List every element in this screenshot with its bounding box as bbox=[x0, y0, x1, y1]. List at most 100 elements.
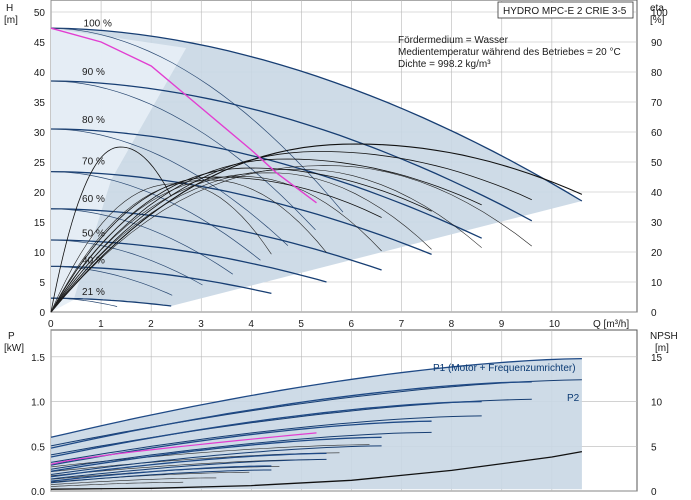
eta-tick-label: 100 bbox=[651, 8, 668, 19]
eta-curve bbox=[50, 151, 532, 313]
h-tick-label: 5 bbox=[39, 278, 45, 289]
q-tick-label: 9 bbox=[499, 319, 505, 330]
eta-tick-label: 60 bbox=[651, 128, 663, 139]
q-tick-label: 1 bbox=[98, 319, 104, 330]
eta-curve bbox=[50, 146, 172, 313]
p-tick-label: 1.0 bbox=[31, 398, 45, 409]
hq-single-curve-40 bbox=[50, 266, 173, 296]
hq-single-curve-50 bbox=[50, 239, 203, 286]
q-tick-label: 5 bbox=[298, 319, 304, 330]
h-axis-label: H bbox=[6, 3, 13, 14]
hq-single-curve-60 bbox=[50, 208, 233, 275]
eta-axis-unit: [%] bbox=[650, 15, 665, 26]
p1-curve bbox=[50, 452, 327, 478]
q-tick-label: 2 bbox=[148, 319, 154, 330]
p-tick-label: 1.5 bbox=[31, 353, 45, 364]
npsh-tick-label: 15 bbox=[651, 353, 663, 364]
q-tick-label: 3 bbox=[198, 319, 204, 330]
h-tick-label: 45 bbox=[34, 38, 46, 49]
q-tick-label: 0 bbox=[48, 319, 54, 330]
p2-curve bbox=[50, 431, 432, 470]
p2-curve bbox=[50, 445, 382, 475]
h-tick-label: 0 bbox=[39, 308, 45, 319]
eta-tick-label: 30 bbox=[651, 218, 663, 229]
power-axis-ticks: 0.0 0.5 1.0 1.5 0 5 10 15 bbox=[31, 353, 662, 498]
npsh-tick-label: 10 bbox=[651, 398, 663, 409]
npsh-tick-label: 5 bbox=[651, 442, 657, 453]
q-tick-label: 10 bbox=[549, 319, 561, 330]
system-curve bbox=[50, 27, 317, 204]
q-tick-label: 7 bbox=[399, 319, 405, 330]
h-tick-label: 30 bbox=[34, 128, 46, 139]
h-tick-label: 10 bbox=[34, 248, 46, 259]
eta-tick-label: 0 bbox=[651, 308, 657, 319]
npsh-tick-label: 0 bbox=[651, 487, 657, 498]
eta-curve-single bbox=[50, 168, 482, 313]
hq-single-curve-100 bbox=[50, 27, 344, 213]
power-operating-envelope bbox=[51, 358, 582, 490]
p1-curve bbox=[50, 465, 272, 482]
p1-series-label: P1 (Motor + Frequenzumrichter) bbox=[433, 363, 576, 374]
p1-curve bbox=[50, 381, 532, 449]
eta-curve-single bbox=[50, 179, 327, 313]
p-single-curve bbox=[50, 477, 217, 485]
eta-tick-label: 20 bbox=[651, 248, 663, 259]
speed-label: 70 % bbox=[82, 156, 105, 167]
h-tick-label: 20 bbox=[34, 188, 46, 199]
note-medium: Fördermedium = Wasser bbox=[398, 35, 509, 46]
eta-tick-label: 80 bbox=[651, 68, 663, 79]
p2-curve bbox=[50, 415, 482, 463]
hq-curve-90 bbox=[50, 80, 533, 222]
h-tick-label: 15 bbox=[34, 218, 46, 229]
hq-chart: 0 1 2 3 4 5 6 7 8 9 100510152025303540455001020304… bbox=[4, 0, 668, 330]
hq-curve-100 bbox=[50, 27, 583, 202]
q-tick-label: 6 bbox=[349, 319, 355, 330]
speed-labels: 100 % 90 % 80 % 70 % 60 % 50 % 40 % 21 % bbox=[82, 18, 112, 298]
npsh-axis-unit: [m] bbox=[655, 343, 669, 354]
p-single-curve bbox=[50, 481, 184, 487]
speed-label: 50 % bbox=[82, 228, 105, 239]
p-tick-label: 0.0 bbox=[31, 487, 45, 498]
eta-curve-single bbox=[50, 176, 382, 313]
chart-title-box bbox=[497, 1, 634, 19]
eta-curve bbox=[50, 176, 382, 313]
eta-curve bbox=[50, 158, 482, 313]
speed-label: 90 % bbox=[82, 67, 105, 78]
eta-curve-single bbox=[50, 172, 432, 313]
speed-label: 21 % bbox=[82, 287, 105, 298]
system-power-curve bbox=[50, 432, 317, 465]
note-temperature: Medientemperatur während des Betriebes =… bbox=[398, 47, 621, 58]
eta-tick-label: 40 bbox=[651, 188, 663, 199]
p1-curve bbox=[50, 357, 582, 438]
h-tick-label: 35 bbox=[34, 98, 46, 109]
power-curves bbox=[50, 357, 582, 487]
h-axis-unit: [m] bbox=[4, 15, 18, 26]
eta-curve bbox=[50, 143, 583, 313]
eta-curve-single bbox=[50, 183, 272, 313]
p-tick-label: 0.5 bbox=[31, 442, 45, 453]
eta-tick-label: 90 bbox=[651, 38, 663, 49]
hq-axis-ticks: 0 1 2 3 4 5 6 7 8 9 100510152025303540455001020304… bbox=[34, 8, 668, 330]
speed-label: 100 % bbox=[84, 18, 112, 29]
hq-curve-21 bbox=[51, 297, 172, 307]
speed-label: 60 % bbox=[82, 194, 105, 205]
speed-label: 80 % bbox=[82, 115, 105, 126]
eta-tick-label: 70 bbox=[651, 98, 663, 109]
chart-title: HYDRO MPC-E 2 CRIE 3-5 bbox=[503, 6, 627, 17]
eta-curves bbox=[50, 143, 583, 313]
p2-curve bbox=[50, 469, 272, 484]
h-tick-label: 40 bbox=[34, 68, 46, 79]
speed-label: 40 % bbox=[82, 255, 105, 266]
p1-curve bbox=[50, 400, 482, 458]
power-chart: 0.0 0.5 1.0 1.5 0 5 10 15 P [kW] NPSH [m] P1 (M… bbox=[4, 329, 678, 498]
h-tick-label: 25 bbox=[34, 158, 46, 169]
eta-curve-single bbox=[50, 165, 532, 313]
eta-axis-label: eta bbox=[650, 3, 664, 14]
hq-curve-50 bbox=[50, 239, 327, 283]
eta-tick-label: 10 bbox=[651, 278, 663, 289]
p-axis-label: P bbox=[8, 331, 15, 342]
q-tick-label: 8 bbox=[449, 319, 455, 330]
p2-curve bbox=[50, 458, 327, 480]
p2-series-label: P2 bbox=[567, 393, 580, 404]
